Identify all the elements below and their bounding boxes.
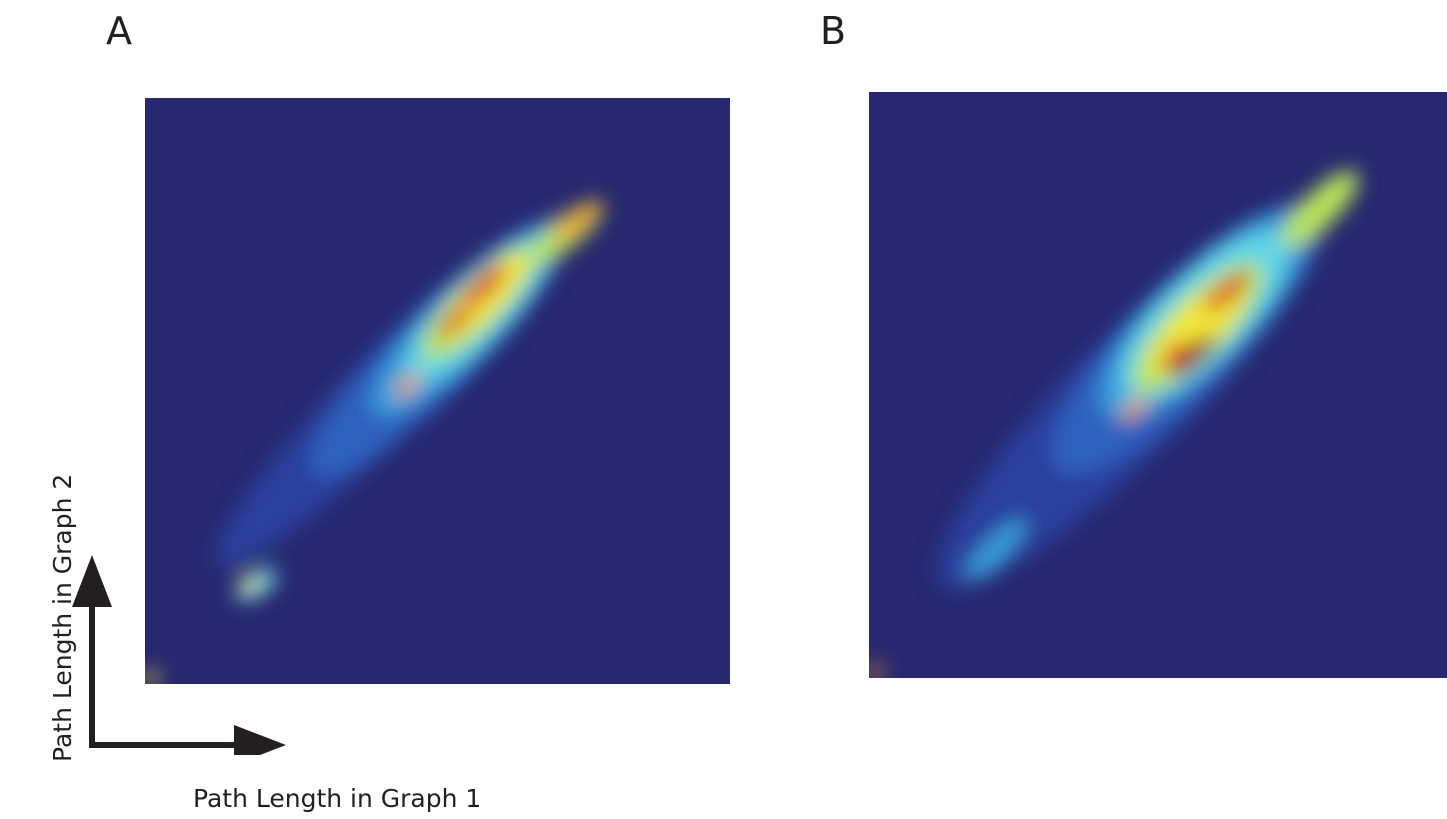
heatmap-b-svg [869, 92, 1447, 678]
heatmap-blob [1169, 335, 1216, 376]
heatmap-a [145, 98, 730, 684]
heatmap-blob [239, 576, 261, 593]
heatmap-a-svg [145, 98, 730, 684]
heatmap-blob [1281, 170, 1359, 249]
heatmap-blob [437, 303, 473, 338]
x-axis-label: Path Length in Graph 1 [193, 784, 482, 813]
heatmap-blob [1204, 271, 1251, 311]
axis-arrows [72, 555, 286, 755]
y-axis-label: Path Length in Graph 2 [48, 473, 77, 762]
heatmap-b [869, 92, 1447, 678]
x-axis-arrowhead [234, 725, 286, 755]
panel-label-a: A [106, 9, 132, 53]
heatmap-blob [395, 372, 422, 399]
y-axis-arrowhead [72, 555, 112, 607]
panel-label-b: B [820, 9, 847, 53]
heatmap-blob [462, 263, 506, 308]
heatmap-blob [554, 201, 602, 242]
heatmap-blob [1121, 396, 1149, 421]
heatmap-blob [145, 671, 159, 684]
heatmap-blob [966, 519, 1026, 579]
heatmap-blob [869, 665, 883, 678]
heatmap-blob [1161, 343, 1190, 369]
